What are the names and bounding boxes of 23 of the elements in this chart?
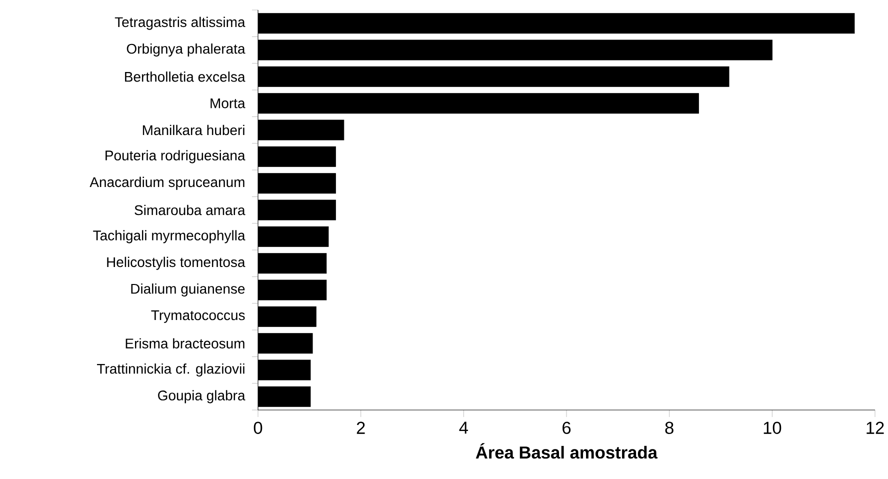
y-tick-label: Erisma bracteosum (126, 338, 244, 348)
x-tick-label: 6 (562, 422, 571, 434)
x-tick-label: 8 (665, 422, 674, 434)
y-tick-label: Manilkara huberi (142, 124, 244, 136)
y-tick-label: Pouteria rodriguesiana (106, 150, 246, 164)
x-tick-label: 0 (254, 422, 262, 434)
y-tick-label: Simarouba amara (134, 204, 246, 216)
x-tick-label: 10 (764, 422, 782, 434)
x-tick-label: 12 (866, 422, 884, 434)
y-tick-label: Trattinnickia cf. glaziovii (97, 363, 244, 377)
y-tick-label: Orbignya phalerata (126, 43, 246, 57)
y-tick-label: Trymatococcus (151, 310, 245, 323)
x-tick-label: 4 (459, 422, 468, 434)
x-tick-label: 2 (356, 422, 365, 434)
y-tick-label: Goupia glabra (158, 390, 246, 404)
y-tick-label: Anacardium spruceanum (90, 176, 244, 190)
y-tick-label: Morta (210, 98, 246, 108)
y-tick-label: Dialium guianense (131, 283, 245, 297)
y-tick-label: Helicostylis tomentosa (107, 256, 246, 270)
y-tick-label: Bertholletia excelsa (125, 72, 246, 82)
y-tick-label: Tachigali myrmecophylla (93, 230, 246, 244)
y-tick-label: Tetragastris altissima (114, 16, 246, 30)
x-axis-title: Área Basal amostrada (476, 443, 658, 459)
